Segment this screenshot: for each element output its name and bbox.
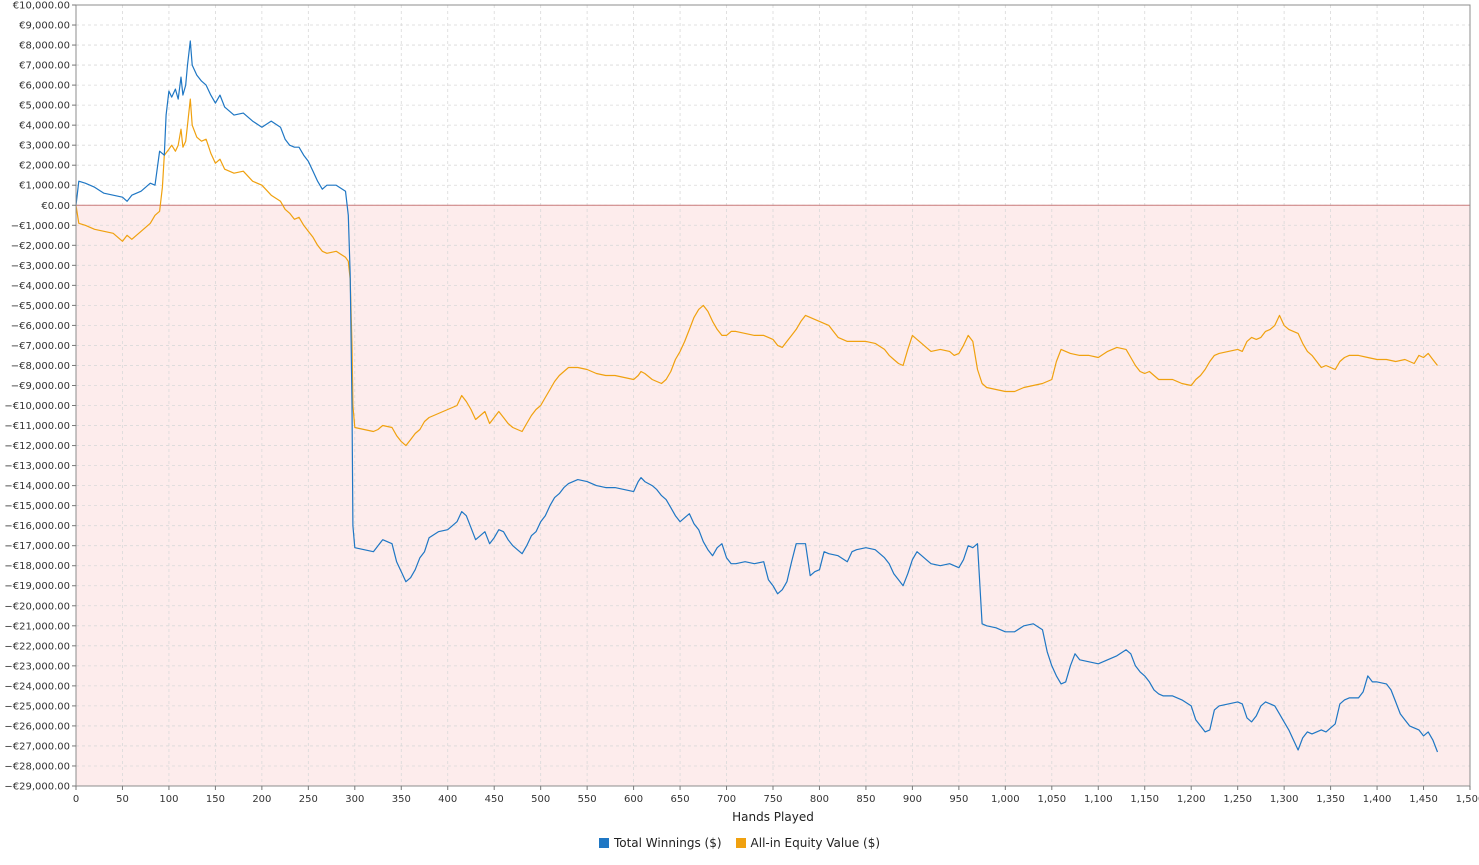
y-tick-label: −€16,000.00 bbox=[4, 521, 70, 532]
x-tick-label: 100 bbox=[159, 794, 178, 805]
y-tick-label: −€13,000.00 bbox=[4, 461, 70, 472]
x-axis-title: Hands Played bbox=[732, 810, 814, 824]
y-tick-label: −€27,000.00 bbox=[4, 741, 70, 752]
legend-swatch bbox=[735, 838, 746, 848]
x-tick-label: 550 bbox=[578, 794, 597, 805]
x-tick-label: 50 bbox=[116, 794, 129, 805]
legend-item-2: All-in Equity Value ($) bbox=[735, 836, 881, 850]
y-tick-label: €5,000.00 bbox=[19, 101, 70, 112]
legend-item-1: Total Winnings ($) bbox=[598, 836, 722, 850]
x-tick-label: 150 bbox=[206, 794, 225, 805]
y-tick-label: €1,000.00 bbox=[19, 181, 70, 192]
x-tick-label: 650 bbox=[671, 794, 690, 805]
x-tick-label: 1,500 bbox=[1456, 794, 1479, 805]
x-tick-label: 250 bbox=[299, 794, 318, 805]
y-tick-label: €10,000.00 bbox=[13, 1, 70, 12]
y-tick-label: €3,000.00 bbox=[19, 141, 70, 152]
y-tick-label: −€20,000.00 bbox=[4, 601, 70, 612]
x-tick-label: 700 bbox=[717, 794, 736, 805]
x-tick-label: 1,150 bbox=[1130, 794, 1159, 805]
x-tick-label: 1,350 bbox=[1316, 794, 1345, 805]
legend-swatch bbox=[598, 838, 609, 848]
x-tick-label: 750 bbox=[763, 794, 782, 805]
legend-label: All-in Equity Value ($) bbox=[750, 836, 881, 850]
y-axis-ticks: €10,000.00 €9,000.00 €8,000.00 €7,000.00 €6,… bbox=[4, 1, 76, 793]
y-tick-label: −€28,000.00 bbox=[4, 761, 70, 772]
vertical-gridlines bbox=[75, 5, 1471, 786]
x-tick-label: 800 bbox=[810, 794, 829, 805]
y-tick-label: €0.00 bbox=[41, 201, 70, 212]
y-tick-label: −€29,000.00 bbox=[4, 782, 70, 793]
y-tick-label: −€19,000.00 bbox=[4, 581, 70, 592]
x-tick-label: 850 bbox=[856, 794, 875, 805]
legend-label: Total Winnings ($) bbox=[613, 836, 722, 850]
x-tick-label: 600 bbox=[624, 794, 643, 805]
legend: Total Winnings ($) All-in Equity Value ($… bbox=[0, 836, 1479, 851]
series-line-2 bbox=[75, 98, 1438, 447]
y-tick-label: −€15,000.00 bbox=[4, 501, 70, 512]
x-tick-label: 0 bbox=[73, 794, 79, 805]
y-tick-label: €2,000.00 bbox=[19, 161, 70, 172]
y-tick-label: €9,000.00 bbox=[19, 21, 70, 32]
y-tick-label: −€10,000.00 bbox=[4, 401, 70, 412]
x-tick-label: 1,400 bbox=[1363, 794, 1392, 805]
x-tick-label: 1,100 bbox=[1084, 794, 1113, 805]
x-tick-label: 350 bbox=[392, 794, 411, 805]
y-tick-label: −€14,000.00 bbox=[4, 481, 70, 492]
x-tick-label: 1,450 bbox=[1409, 794, 1438, 805]
x-tick-label: 950 bbox=[949, 794, 968, 805]
y-tick-label: −€8,000.00 bbox=[11, 361, 70, 372]
y-tick-label: −€12,000.00 bbox=[4, 441, 70, 452]
x-tick-label: 300 bbox=[345, 794, 364, 805]
y-tick-label: €6,000.00 bbox=[19, 81, 70, 92]
y-tick-label: −€4,000.00 bbox=[11, 281, 70, 292]
y-tick-label: €8,000.00 bbox=[19, 41, 70, 52]
x-axis-ticks: 0 50 100 150 200 250 300 350 400 450 500 550 600 650 7… bbox=[73, 786, 1479, 805]
x-tick-label: 1,300 bbox=[1270, 794, 1299, 805]
y-tick-label: −€11,000.00 bbox=[4, 421, 70, 432]
x-tick-label: 200 bbox=[252, 794, 271, 805]
y-tick-label: €4,000.00 bbox=[19, 121, 70, 132]
y-tick-label: −€5,000.00 bbox=[11, 301, 70, 312]
y-tick-label: −€1,000.00 bbox=[11, 221, 70, 232]
y-tick-label: −€9,000.00 bbox=[11, 381, 70, 392]
y-tick-label: −€6,000.00 bbox=[11, 321, 70, 332]
y-tick-label: −€25,000.00 bbox=[4, 701, 70, 712]
x-tick-label: 450 bbox=[485, 794, 504, 805]
y-tick-label: −€17,000.00 bbox=[4, 541, 70, 552]
y-tick-label: −€2,000.00 bbox=[11, 241, 70, 252]
y-tick-label: −€21,000.00 bbox=[4, 621, 70, 632]
series-layer bbox=[75, 40, 1439, 753]
y-tick-label: −€22,000.00 bbox=[4, 641, 70, 652]
y-tick-label: −€18,000.00 bbox=[4, 561, 70, 572]
x-tick-label: 400 bbox=[438, 794, 457, 805]
negative-region bbox=[76, 205, 1470, 786]
x-tick-label: 500 bbox=[531, 794, 550, 805]
x-tick-label: 1,200 bbox=[1177, 794, 1206, 805]
x-tick-label: 1,050 bbox=[1037, 794, 1066, 805]
y-tick-label: €7,000.00 bbox=[19, 61, 70, 72]
series-line-1 bbox=[75, 40, 1439, 753]
y-tick-label: −€3,000.00 bbox=[11, 261, 70, 272]
x-tick-label: 900 bbox=[903, 794, 922, 805]
y-tick-label: −€24,000.00 bbox=[4, 681, 70, 692]
x-tick-label: 1,000 bbox=[991, 794, 1020, 805]
y-tick-label: −€26,000.00 bbox=[4, 721, 70, 732]
x-tick-label: 1,250 bbox=[1223, 794, 1252, 805]
y-tick-label: −€7,000.00 bbox=[11, 341, 70, 352]
y-tick-label: −€23,000.00 bbox=[4, 661, 70, 672]
